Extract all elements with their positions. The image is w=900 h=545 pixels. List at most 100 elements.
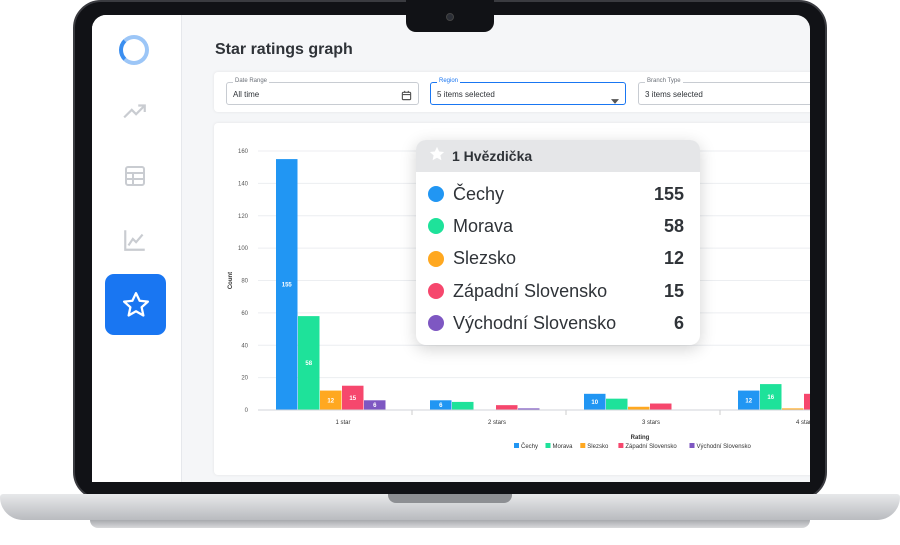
- page-title: Star ratings graph: [215, 41, 353, 58]
- y-tick-label: 140: [238, 181, 249, 187]
- bar-data-label: 10: [591, 400, 598, 406]
- y-tick-label: 160: [238, 149, 249, 155]
- legend-swatch: [618, 443, 624, 448]
- tooltip-title: 1 Hvězdička: [452, 148, 533, 164]
- tooltip-series-name: Morava: [453, 215, 514, 236]
- line-chart-icon[interactable]: [118, 223, 152, 257]
- legend-dot: [428, 186, 444, 203]
- x-tick-label: 3 stars: [642, 420, 660, 426]
- tooltip-series-value: 6: [673, 312, 684, 333]
- legend-entry: Čechy: [521, 443, 538, 450]
- y-tick-label: 80: [241, 279, 248, 285]
- base-groove: [388, 494, 512, 503]
- y-tick-label: 0: [245, 408, 249, 414]
- bar-data-label: 12: [327, 398, 334, 404]
- bar: [298, 316, 320, 410]
- date-range-label: Date Range: [233, 78, 270, 84]
- calendar-icon[interactable]: [401, 88, 412, 106]
- bar-data-label: 6: [439, 403, 443, 409]
- y-tick-label: 20: [241, 376, 248, 382]
- bar: [276, 159, 298, 410]
- bar: [518, 408, 540, 410]
- tooltip-row: Západní Slovensko 15: [428, 275, 684, 307]
- date-range-value: All time: [233, 90, 260, 99]
- legend-swatch: [545, 443, 551, 448]
- y-tick-label: 120: [238, 214, 249, 220]
- bar: [584, 393, 606, 410]
- bar-data-label: 58: [305, 361, 312, 367]
- region-select[interactable]: Region 5 items selected: [430, 78, 626, 105]
- bar: [738, 390, 760, 410]
- date-range-field[interactable]: Date Range All time: [226, 78, 419, 106]
- branch-type-label: Branch Type: [645, 78, 683, 84]
- tooltip-series-name: Slezsko: [453, 248, 517, 269]
- bar-data-label: 155: [282, 283, 293, 289]
- legend-entry: Morava: [553, 444, 574, 450]
- tooltip-series-name: Čechy: [453, 183, 505, 204]
- bar: [782, 408, 804, 410]
- x-tick-label: 4 stars: [796, 420, 810, 426]
- trending-up-icon[interactable]: [118, 95, 152, 129]
- chevron-down-icon[interactable]: [611, 91, 619, 109]
- bar: [320, 390, 342, 410]
- tooltip-series-value: 58: [663, 215, 684, 236]
- tooltip-series-name: Východní Slovensko: [453, 312, 617, 333]
- region-label: Region: [437, 78, 461, 84]
- legend-dot: [428, 250, 444, 267]
- tooltip-series-value: 15: [663, 280, 684, 301]
- bar: [650, 403, 672, 410]
- tooltip-row: Morava 58: [428, 210, 684, 242]
- branch-type-value: 3 items selected: [645, 90, 703, 99]
- bar: [628, 406, 650, 410]
- logo-ring-icon[interactable]: [119, 35, 149, 65]
- x-tick-label: 1 star: [335, 420, 350, 426]
- bar-data-label: 15: [349, 396, 356, 402]
- bar-data-label: 16: [767, 395, 774, 401]
- y-tick-label: 60: [241, 311, 248, 317]
- bar: [364, 400, 386, 410]
- region-value: 5 items selected: [437, 90, 495, 99]
- y-tick-label: 100: [238, 246, 249, 252]
- branch-type-select[interactable]: Branch Type 3 items selected: [638, 78, 810, 105]
- main-content: Star ratings graph Date Range All time R…: [182, 15, 810, 482]
- legend-swatch: [689, 443, 695, 448]
- x-tick-label: 2 stars: [488, 420, 506, 426]
- legend-dot: [428, 218, 444, 235]
- camera-notch: [406, 0, 494, 32]
- tooltip-header: 1 Hvězdička: [416, 140, 700, 172]
- camera-icon: [446, 13, 454, 21]
- tooltip-row: Čechy 155: [428, 178, 684, 210]
- bar-data-label: 12: [745, 398, 752, 404]
- y-tick-label: 40: [241, 343, 248, 349]
- bar: [804, 393, 810, 410]
- star-icon: [428, 145, 446, 168]
- bar: [760, 384, 782, 410]
- tooltip-row: Východní Slovensko 6: [428, 307, 684, 339]
- legend-dot: [428, 315, 444, 332]
- legend-entry: Slezsko: [587, 444, 609, 450]
- legend-swatch: [580, 443, 586, 448]
- legend-entry: Východní Slovensko: [697, 444, 752, 450]
- legend-entry: Západní Slovensko: [625, 444, 677, 450]
- table-icon[interactable]: [118, 159, 152, 193]
- tooltip-series-name: Západní Slovensko: [453, 280, 608, 301]
- y-axis-label: Count: [228, 272, 234, 289]
- tooltip-rows: Čechy 155 Morava 58 Slezsko 12 Západní Slovens…: [416, 172, 700, 339]
- tooltip-row: Slezsko 12: [428, 243, 684, 275]
- star-icon[interactable]: [105, 274, 166, 335]
- laptop-base: [0, 494, 900, 545]
- bar: [342, 385, 364, 410]
- chart-tooltip: 1 Hvězdička Čechy 155 Morava 58 Slezsko 12 Záp…: [416, 140, 700, 345]
- bar: [496, 405, 518, 410]
- filter-bar: Date Range All time Region 5 items selec…: [214, 72, 810, 112]
- x-axis-label: Rating: [631, 435, 650, 441]
- legend-swatch: [514, 443, 519, 448]
- base-bottom: [90, 520, 810, 528]
- bar-data-label: 6: [373, 403, 377, 409]
- bar: [430, 400, 452, 410]
- legend-dot: [428, 283, 444, 300]
- app-screen: Star ratings graph Date Range All time R…: [92, 15, 810, 482]
- bar: [606, 398, 628, 410]
- bar: [452, 401, 474, 410]
